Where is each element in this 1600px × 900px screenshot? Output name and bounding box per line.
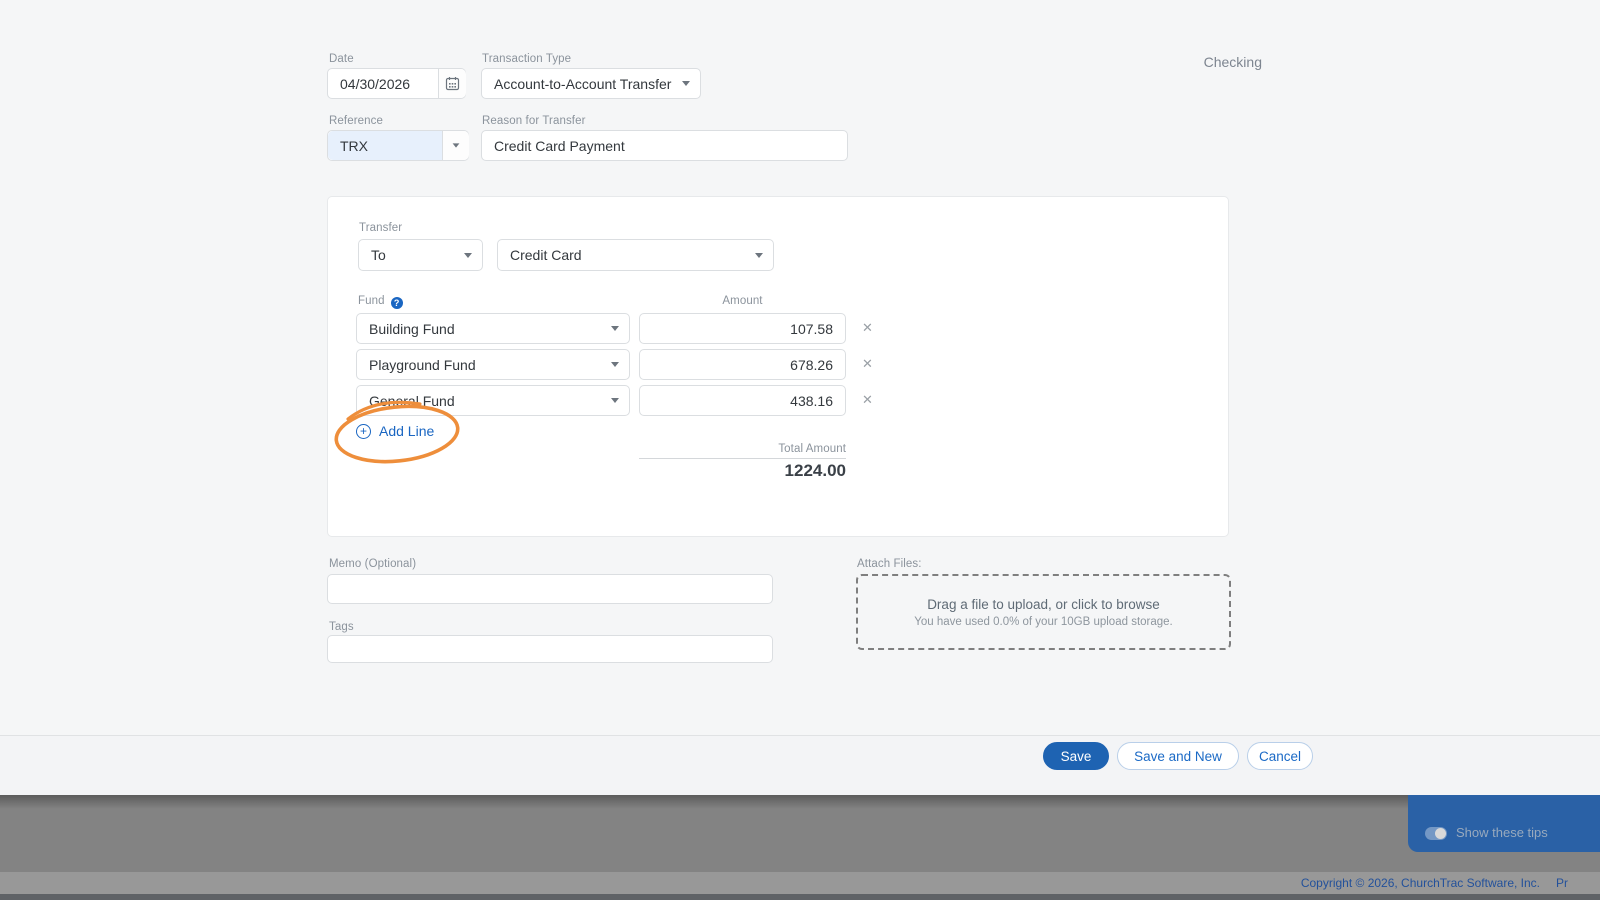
drop-zone-subtitle: You have used 0.0% of your 10GB upload s… bbox=[914, 615, 1173, 628]
memo-label: Memo (Optional) bbox=[329, 558, 417, 570]
dimmed-overlay: Show these tips bbox=[0, 795, 1600, 872]
reason-input[interactable] bbox=[482, 131, 847, 160]
reference-input[interactable] bbox=[328, 131, 442, 160]
transfer-account-value: Credit Card bbox=[510, 247, 582, 263]
copyright-strip: Copyright © 2026, ChurchTrac Software, I… bbox=[0, 872, 1600, 894]
memo-input[interactable] bbox=[328, 575, 772, 603]
reference-dropdown-button[interactable] bbox=[442, 131, 469, 160]
date-field-group bbox=[327, 68, 466, 99]
total-amount-value: 1224.00 bbox=[784, 461, 846, 480]
attach-files-label: Attach Files: bbox=[857, 558, 922, 570]
chevron-down-icon bbox=[452, 143, 460, 148]
amount-input-row-2[interactable] bbox=[640, 350, 845, 379]
tags-input[interactable] bbox=[328, 636, 772, 662]
chevron-down-icon bbox=[611, 326, 619, 331]
amount-input-row-1[interactable] bbox=[640, 314, 845, 343]
fund-select-row-1[interactable]: Building Fund bbox=[356, 313, 630, 344]
transfer-direction-select[interactable]: To bbox=[358, 239, 483, 271]
save-button[interactable]: Save bbox=[1043, 742, 1109, 770]
transaction-type-label: Transaction Type bbox=[482, 53, 572, 65]
tags-field bbox=[327, 635, 773, 663]
transfer-direction-value: To bbox=[371, 247, 386, 263]
total-divider bbox=[639, 458, 846, 459]
memo-field bbox=[327, 574, 773, 604]
reason-label: Reason for Transfer bbox=[482, 115, 586, 127]
copyright-text: Copyright © 2026, ChurchTrac Software, I… bbox=[1300, 876, 1540, 890]
account-name: Checking bbox=[1203, 54, 1262, 70]
show-tips-toggle[interactable] bbox=[1425, 827, 1447, 840]
amount-column-header: Amount bbox=[722, 295, 763, 307]
cancel-button[interactable]: Cancel bbox=[1247, 742, 1313, 770]
toggle-knob bbox=[1435, 828, 1446, 839]
amount-field-row-2 bbox=[639, 349, 846, 380]
add-line-label: Add Line bbox=[379, 423, 435, 439]
save-and-new-button[interactable]: Save and New bbox=[1117, 742, 1239, 770]
reference-field-group bbox=[327, 130, 469, 161]
file-drop-zone[interactable]: Drag a file to upload, or click to brows… bbox=[856, 574, 1231, 650]
remove-line-button-2[interactable]: ✕ bbox=[862, 356, 873, 371]
chevron-down-icon bbox=[611, 362, 619, 367]
reason-field bbox=[481, 130, 848, 161]
amount-input-row-3[interactable] bbox=[640, 386, 845, 415]
add-line-button[interactable]: + Add Line bbox=[356, 423, 434, 439]
chevron-down-icon bbox=[611, 398, 619, 403]
chevron-down-icon bbox=[755, 252, 763, 258]
date-label: Date bbox=[329, 53, 354, 65]
transfer-account-select[interactable]: Credit Card bbox=[497, 239, 774, 271]
remove-line-button-3[interactable]: ✕ bbox=[862, 392, 873, 407]
total-amount-label: Total Amount bbox=[778, 443, 846, 455]
transfer-label: Transfer bbox=[359, 222, 403, 234]
help-icon[interactable]: ? bbox=[390, 297, 403, 309]
transaction-type-select[interactable]: Account-to-Account Transfer bbox=[481, 68, 701, 99]
amount-field-row-3 bbox=[639, 385, 846, 416]
privacy-link-partial[interactable]: Pr bbox=[1556, 876, 1568, 890]
chevron-down-icon bbox=[464, 252, 472, 258]
chevron-down-icon bbox=[682, 81, 690, 86]
fund-column-header: Fund? bbox=[358, 295, 403, 309]
fund-select-row-2[interactable]: Playground Fund bbox=[356, 349, 630, 380]
transaction-type-value: Account-to-Account Transfer bbox=[494, 75, 672, 92]
plus-circle-icon: + bbox=[356, 423, 371, 439]
date-picker-button[interactable] bbox=[438, 69, 466, 98]
action-bar: Save Save and New Cancel bbox=[0, 735, 1600, 795]
remove-line-button-1[interactable]: ✕ bbox=[862, 320, 873, 335]
transfer-card: Transfer To Credit Card Fund? Amount Bui… bbox=[327, 196, 1229, 537]
drop-zone-title: Drag a file to upload, or click to brows… bbox=[927, 596, 1160, 612]
amount-field-row-1 bbox=[639, 313, 846, 344]
show-tips-label: Show these tips bbox=[1456, 825, 1548, 840]
calendar-icon bbox=[445, 77, 460, 91]
date-input[interactable] bbox=[328, 69, 438, 98]
tips-popup: Show these tips bbox=[1408, 795, 1600, 852]
fund-select-row-3[interactable]: General Fund bbox=[356, 385, 630, 416]
bottom-strip bbox=[0, 894, 1600, 900]
reference-label: Reference bbox=[329, 115, 383, 127]
tags-label: Tags bbox=[329, 621, 354, 633]
